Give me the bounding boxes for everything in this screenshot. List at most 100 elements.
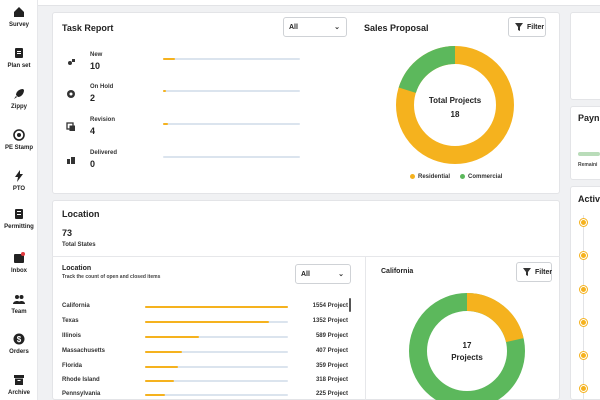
sidebar-item-label: Orders xyxy=(9,349,29,355)
payments-remaining-label: Remaini xyxy=(578,162,598,168)
task-report-title: Task Report xyxy=(62,23,114,33)
sidebar-item-survey[interactable]: Survey xyxy=(0,6,38,28)
timeline-line xyxy=(583,215,584,400)
sidebar-item-label: PTO xyxy=(12,186,26,192)
select-value: All xyxy=(289,24,298,31)
sidebar-item-label: Zippy xyxy=(11,104,27,110)
task-progress-track xyxy=(163,90,300,92)
chevron-down-icon: ⌄ xyxy=(338,271,344,278)
table-row: Florida 359 Project xyxy=(62,363,352,377)
sidebar-item-label: Inbox xyxy=(11,268,27,274)
task-count: 10 xyxy=(90,61,101,71)
filter-label: Filter xyxy=(535,269,553,276)
chevron-down-icon: ⌄ xyxy=(334,24,340,31)
location-progress-fill xyxy=(145,321,270,323)
task-name: Revision xyxy=(90,117,116,123)
location-progress-fill xyxy=(145,394,166,396)
residential-slice xyxy=(466,293,524,343)
location-filter-select[interactable]: All ⌄ xyxy=(295,264,351,284)
location-progress-track xyxy=(145,394,288,396)
location-progress-fill xyxy=(145,380,174,382)
sales-filter-button[interactable]: Filter xyxy=(508,17,546,37)
list-item: On Hold 2 xyxy=(0,84,300,114)
sidebar-item-inbox[interactable]: Inbox xyxy=(0,252,38,274)
dollar-icon: $ xyxy=(13,333,25,345)
legend-dot xyxy=(410,174,415,179)
sidebar-item-plan-set[interactable]: Plan set xyxy=(0,47,38,69)
donut-center-value: 17 xyxy=(462,341,472,350)
timeline-dot xyxy=(580,319,587,326)
location-divider xyxy=(52,256,560,257)
summary-card xyxy=(52,12,560,194)
sidebar-item-label: Archive xyxy=(7,390,30,396)
stamp-icon xyxy=(13,129,25,141)
location-name: Florida xyxy=(62,363,83,369)
location-progress-track xyxy=(145,380,288,382)
list-item: Delivered 0 xyxy=(0,150,300,180)
sidebar-item-pe-stamp[interactable]: PE Stamp xyxy=(0,129,38,151)
california-title: California xyxy=(381,268,414,275)
archive-icon xyxy=(14,375,24,385)
on-hold-icon xyxy=(67,90,75,98)
task-progress-track xyxy=(163,58,300,60)
location-total-label: Total States xyxy=(62,242,96,248)
bolt-icon xyxy=(15,170,23,182)
task-progress-fill xyxy=(163,90,166,92)
location-value: 589 Project xyxy=(315,333,348,339)
sidebar-item-team[interactable]: Team xyxy=(0,293,38,315)
sidebar-item-permitting[interactable]: Permitting xyxy=(0,208,38,230)
location-name: California xyxy=(62,303,90,309)
task-name: On Hold xyxy=(90,84,114,90)
sidebar: Survey Plan set Zippy PE Stamp PTO Permi… xyxy=(0,0,38,400)
select-value: All xyxy=(301,271,310,278)
commercial-slice xyxy=(398,46,456,94)
location-name: Massachusetts xyxy=(62,348,106,354)
payments-title: Payn xyxy=(578,113,600,123)
location-name: Illinois xyxy=(62,333,82,339)
timeline-dot xyxy=(580,219,587,226)
right-top-card xyxy=(570,12,600,100)
inbox-icon xyxy=(14,252,25,263)
sidebar-item-pto[interactable]: PTO xyxy=(0,170,38,192)
timeline-dot xyxy=(580,286,587,293)
location-progress-track xyxy=(145,351,288,353)
location-value: 225 Project xyxy=(315,391,348,397)
activity-title: Activ xyxy=(578,194,600,204)
location-vertical-divider xyxy=(365,257,366,400)
delivered-icon xyxy=(67,157,75,164)
sidebar-item-label: PE Stamp xyxy=(4,145,33,151)
svg-text:$: $ xyxy=(17,335,22,344)
california-filter-button[interactable]: Filter xyxy=(516,262,552,282)
location-progress-track xyxy=(145,306,288,308)
location-name: Rhode Island xyxy=(62,377,100,383)
timeline-dot xyxy=(580,385,587,392)
sidebar-item-orders[interactable]: $ Orders xyxy=(0,333,38,355)
sidebar-item-label: Permitting xyxy=(4,224,34,230)
legend-item-commercial: Commercial xyxy=(460,174,502,180)
california-donut-chart xyxy=(409,293,525,400)
task-report-filter-select[interactable]: All ⌄ xyxy=(283,17,347,37)
sidebar-item-label: Team xyxy=(11,309,27,315)
location-value: 1352 Project xyxy=(312,318,348,324)
location-title: Location xyxy=(62,209,100,219)
location-value: 318 Project xyxy=(315,377,348,383)
task-progress-fill xyxy=(163,123,169,125)
task-progress-track xyxy=(163,156,300,158)
task-count: 0 xyxy=(90,159,96,169)
list-item: New 10 xyxy=(0,52,300,82)
scrollbar[interactable] xyxy=(349,298,351,312)
location-name: Pennsylvania xyxy=(62,391,101,397)
table-row: Pennsylvania 225 Project xyxy=(62,391,352,400)
location-progress-track xyxy=(145,366,288,368)
sales-donut-chart xyxy=(396,46,514,164)
task-count: 4 xyxy=(90,126,96,136)
location-sub-desc: Track the count of open and closed items xyxy=(62,274,161,280)
payments-bar xyxy=(578,152,600,156)
task-name: New xyxy=(90,52,103,58)
sidebar-item-archive[interactable]: Archive xyxy=(0,374,38,396)
location-total-value: 73 xyxy=(62,228,73,238)
sidebar-item-zippy[interactable]: Zippy xyxy=(0,88,38,110)
sidebar-item-label: Survey xyxy=(8,22,29,28)
timeline-dot xyxy=(580,352,587,359)
rocket-icon xyxy=(14,89,24,99)
